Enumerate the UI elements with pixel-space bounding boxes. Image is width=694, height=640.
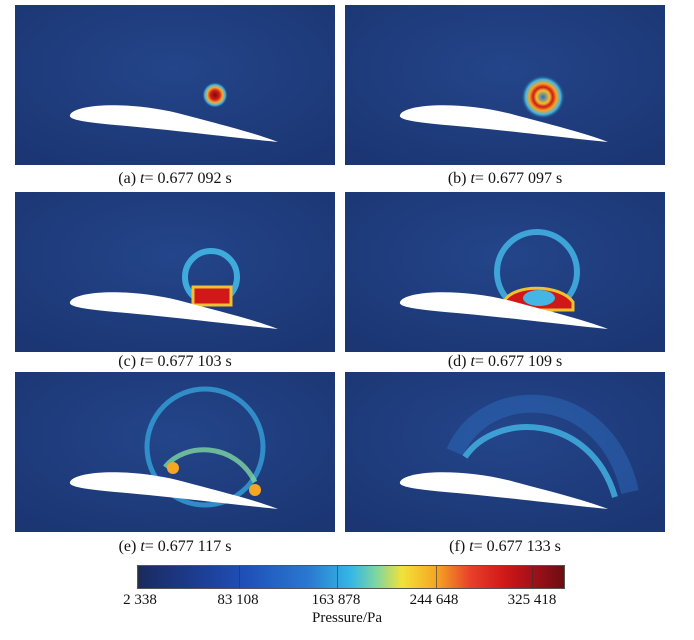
pressure-field-e [15, 372, 335, 532]
pressure-field-b [345, 5, 665, 165]
colorbar-tick-label: 83 108 [217, 592, 259, 608]
contour-panel-e [15, 372, 335, 532]
secondary-wave [462, 424, 618, 498]
pressure-field-a [15, 5, 335, 165]
caption-e: (e) t= 0.677 117 s [118, 538, 232, 555]
contour-panel-a [15, 5, 335, 165]
pressure-field-c [15, 192, 335, 352]
colorbar-tick [337, 566, 339, 588]
airfoil-shape [69, 472, 278, 509]
high-pressure-spot [167, 462, 179, 474]
airfoil-shape [69, 105, 278, 142]
caption-f: (f) t= 0.677 133 s [449, 538, 561, 555]
pressure-field-f [345, 372, 665, 532]
secondary-wave [163, 447, 258, 484]
colorbar-tick-label: 325 418 [507, 592, 557, 608]
pressure-wave-ring [144, 386, 266, 508]
pressure-pulse [202, 82, 228, 108]
colorbar-tick [436, 566, 438, 588]
contour-panel-b [345, 5, 665, 165]
colorbar-title: Pressure/Pa [312, 610, 382, 626]
high-pressure-spot [249, 484, 261, 496]
colorbar-tick [532, 566, 534, 588]
high-pressure-zone [191, 285, 233, 307]
pressure-field-d [345, 192, 665, 352]
pressure-colorbar [137, 565, 565, 589]
airfoil-shape [399, 292, 608, 329]
contour-panel-c [15, 192, 335, 352]
colorbar-tick [138, 566, 139, 588]
inner-cavity [523, 290, 555, 306]
colorbar-gradient [137, 565, 565, 589]
pressure-wave-ring [446, 394, 639, 495]
colorbar-tick-label: 163 878 [311, 592, 361, 608]
caption-c: (c) t= 0.677 103 s [118, 353, 232, 370]
contour-panel-d [345, 192, 665, 352]
pressure-pulse [521, 75, 565, 119]
colorbar-tick [238, 566, 240, 588]
caption-d: (d) t= 0.677 109 s [447, 353, 563, 370]
airfoil-shape [399, 105, 608, 142]
colorbar-tick-label: 244 648 [409, 592, 459, 608]
airfoil-shape [399, 472, 608, 509]
colorbar-tick-label: 2 338 [123, 592, 157, 608]
contour-panel-f [345, 372, 665, 532]
airfoil-shape [69, 292, 278, 329]
caption-b: (b) t= 0.677 097 s [447, 170, 563, 187]
caption-a: (a) t= 0.677 092 s [118, 170, 232, 187]
